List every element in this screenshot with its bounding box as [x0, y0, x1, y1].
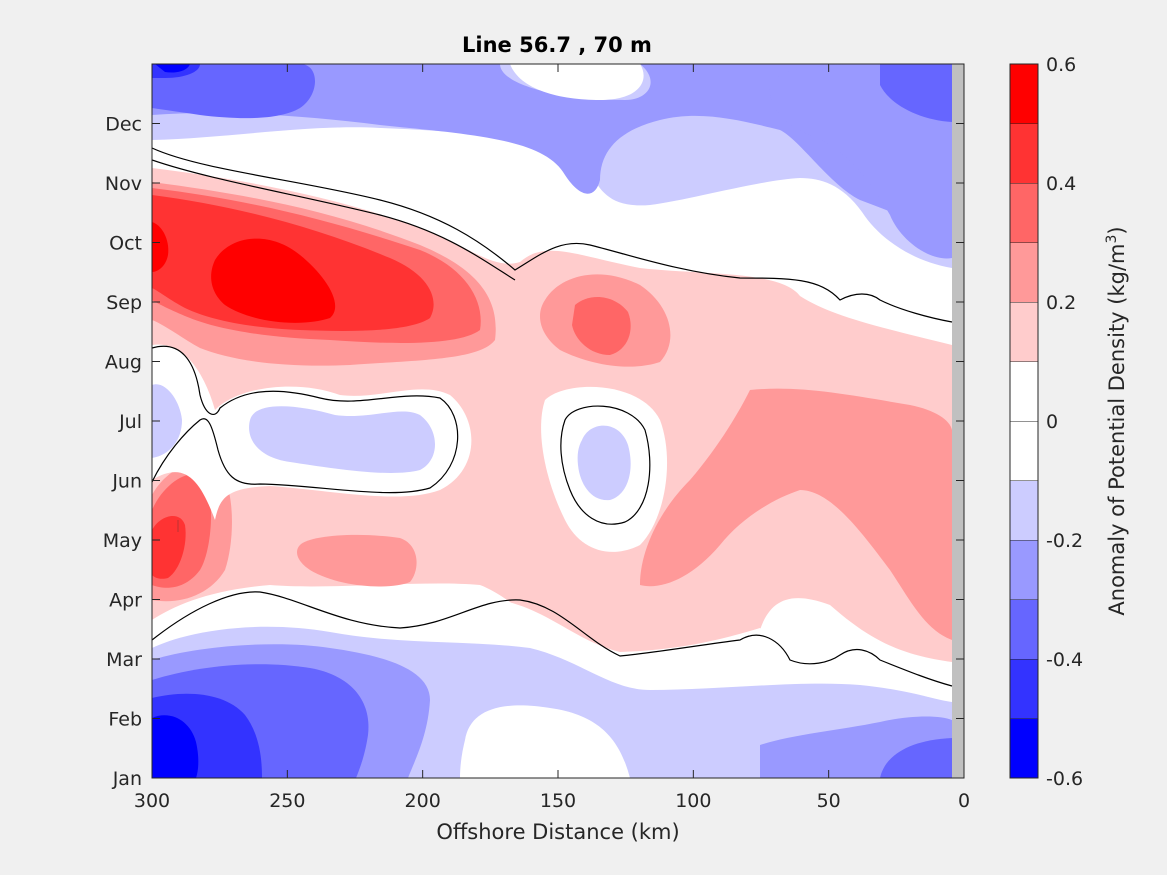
contour-band-neg-jul	[249, 406, 435, 473]
y-tick-label: Sep	[106, 292, 142, 314]
colorbar-level	[1010, 242, 1038, 302]
colorbar-level	[1010, 302, 1038, 362]
y-tick-label: Jul	[118, 411, 142, 433]
x-tick-label: 0	[958, 790, 970, 812]
colorbar: -0.6 -0.4 -0.2 0 0.2 0.4 0.6	[1009, 54, 1083, 790]
plot-area	[152, 64, 964, 778]
y-tick-label: Feb	[108, 709, 142, 731]
colorbar-tick-label: 0.4	[1046, 173, 1076, 195]
zero-contour-jul-left	[152, 345, 459, 494]
x-tick-label: 150	[540, 790, 576, 812]
colorbar-frame	[1009, 63, 1039, 779]
zero-contour-upper	[152, 147, 953, 323]
y-tick-label: Jan	[112, 768, 142, 790]
colorbar-level	[1010, 123, 1038, 183]
contour-band-pos-l2-may	[297, 534, 417, 587]
y-tick-label: May	[103, 530, 142, 552]
colorbar-level	[1010, 540, 1038, 600]
contour-band-white-bottom	[460, 705, 630, 778]
zero-contour-jun-mid	[560, 405, 651, 525]
y-tick-label: Nov	[105, 173, 142, 195]
contour-band-neg-bottom-l3-right	[880, 738, 952, 778]
contour-band-neg-top-l3	[152, 64, 315, 119]
contour-band-pos-l3-mid	[572, 296, 631, 355]
y-tick-label: Dec	[105, 114, 142, 136]
contour-band-pos-l2-right	[640, 388, 952, 640]
y-axis: Jan Feb Mar Apr May Jun Jul Aug Sep Oct Nov Dec	[103, 114, 964, 790]
contour-band-neg-jul-left	[152, 384, 182, 458]
colorbar-level	[1010, 599, 1038, 659]
contour-band-white-top	[510, 64, 644, 100]
y-tick-label: Mar	[106, 649, 142, 671]
colorbar-tick-label: -0.6	[1046, 768, 1083, 790]
y-tick-label: Oct	[109, 233, 142, 255]
colorbar-level	[1010, 64, 1038, 124]
x-tick-label: 100	[675, 790, 711, 812]
colorbar-tick-label: 0.6	[1046, 54, 1076, 76]
contour-band-neg-top-l3-right	[880, 64, 952, 122]
contour-band-pos-l5-left	[211, 238, 336, 323]
zero-contour-lower	[152, 591, 953, 687]
x-tick-label: 250	[269, 790, 305, 812]
colorbar-level	[1010, 480, 1038, 540]
colorbar-level	[1010, 361, 1038, 421]
colorbar-tick-label: 0.2	[1046, 292, 1076, 314]
contour-band-neg-top-l2-right	[770, 64, 952, 259]
colorbar-label-main: Anomaly of Potential Density (kg/m	[1105, 244, 1129, 616]
colorbar-label-close: )	[1105, 226, 1129, 234]
chart-title: Line 56.7 , 70 m	[462, 33, 652, 57]
y-tick-label: Jun	[111, 471, 142, 493]
x-axis: 300 250 200 150 100 50 0	[134, 64, 970, 812]
contour-band-pos-l5-edge	[152, 222, 169, 272]
contour-band-pos-l4-may	[152, 515, 186, 579]
contour-band-neg-top-l2	[152, 64, 952, 250]
contour-band-neg-bottom-l5	[152, 715, 199, 778]
colorbar-level	[1010, 183, 1038, 243]
x-tick-label: 300	[134, 790, 170, 812]
x-tick-label: 200	[405, 790, 441, 812]
contour-band-neg-top-l5	[155, 64, 190, 73]
colorbar-level	[1010, 718, 1038, 778]
x-tick-label: 50	[817, 790, 841, 812]
colorbar-level	[1010, 659, 1038, 719]
colorbar-tick-label: -0.4	[1046, 649, 1083, 671]
colorbar-tick-label: -0.2	[1046, 530, 1083, 552]
colorbar-label-superscript: 3	[1104, 235, 1120, 244]
colorbar-level	[1010, 421, 1038, 481]
colorbar-tick-label: 0	[1046, 411, 1058, 433]
x-axis-label: Offshore Distance (km)	[436, 820, 679, 844]
zero-contour-upper-2	[152, 159, 516, 281]
contour-band-neg-jun	[577, 425, 631, 501]
colorbar-label: Anomaly of Potential Density (kg/m3)	[1104, 226, 1129, 615]
y-tick-label: Aug	[105, 352, 142, 374]
y-tick-label: Apr	[109, 590, 142, 612]
